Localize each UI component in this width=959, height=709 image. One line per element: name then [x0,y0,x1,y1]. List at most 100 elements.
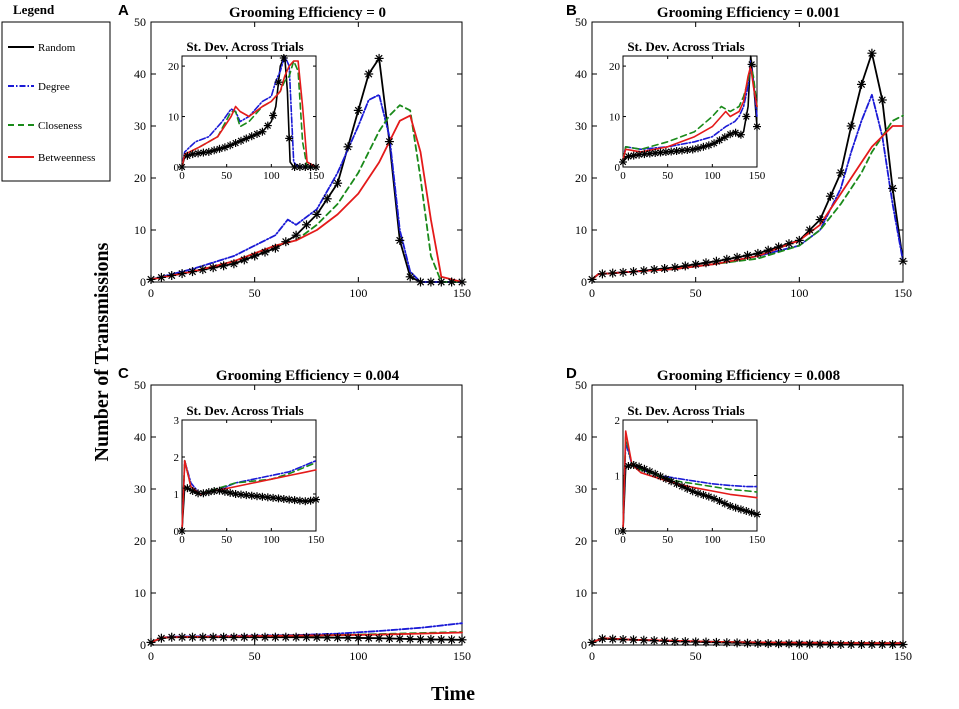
random-marker [436,277,446,287]
panel-c-main-frame [150,384,463,646]
random-marker [694,489,702,498]
panel-c-inset-bg [182,420,316,531]
random-marker [608,634,618,644]
panel-c-inset-series-closeness [181,459,317,532]
panel-a-inset-title: St. Dev. Across Trials [186,39,303,54]
panel-a-inset-xtick-label: 100 [263,170,280,182]
panel-d-inset-title: St. Dev. Across Trials [627,403,744,418]
panel-c-main-xtick-label: 0 [148,649,154,663]
random-marker [302,220,311,230]
random-marker [731,503,740,512]
random-marker [333,633,343,643]
random-marker [715,136,724,145]
random-marker [215,144,224,153]
panel-a-main-series-degree [150,93,463,283]
random-marker [426,277,436,287]
random-marker [188,267,197,277]
random-marker [649,636,659,646]
legend-entry-closeness: Closeness [8,120,82,132]
panel-a-main-series-closeness [150,104,463,283]
random-marker [608,268,618,278]
panel-d-inset-xtick-label: 150 [749,534,766,546]
random-marker [208,263,218,273]
random-marker [747,508,756,517]
random-marker [374,53,384,63]
random-marker [343,633,353,643]
random-marker [322,633,332,643]
panel-b-inset-xtick-label: 0 [620,170,626,182]
random-marker [177,269,187,279]
random-marker [177,632,187,642]
panel-c-inset-ytick-label: 1 [174,489,180,501]
random-marker [167,271,177,280]
legend-entry-random: Random [8,42,76,54]
panel-d-inset-bg [623,420,757,531]
random-marker [825,639,835,649]
random-marker [291,230,301,240]
panel-c-main-ytick-label: 10 [134,586,146,600]
random-marker [836,168,846,178]
random-marker [618,635,628,644]
random-marker [701,258,711,268]
random-marker [302,632,311,642]
random-marker [258,127,267,136]
panel-d-main-ytick-label: 20 [575,534,587,548]
random-marker [269,111,278,120]
panel-b-main-ytick-label: 10 [575,223,587,237]
panel-a-main-ytick-label: 30 [134,119,146,133]
random-marker [436,635,446,644]
random-marker [694,144,702,153]
panel-c-inset-random-markers [178,484,320,535]
random-marker [312,495,320,504]
random-marker [210,146,219,155]
random-marker [178,163,186,171]
panel-c-inset-xtick-label: 150 [308,534,325,546]
random-marker [649,265,659,274]
random-marker [680,637,690,647]
panel-a-inset-ytick-label: 0 [174,162,180,174]
random-marker [199,489,208,498]
random-marker [188,150,197,159]
random-marker [618,267,628,277]
random-marker [220,487,229,496]
panel-b-title: Grooming Efficiency = 0.001 [657,5,840,21]
random-marker [405,634,415,644]
random-marker [888,640,898,649]
panel-d-title: Grooming Efficiency = 0.008 [657,368,840,384]
panel-c-inset-title: St. Dev. Across Trials [186,403,303,418]
panel-b-main-frame [591,21,904,283]
panel-c-inset-ytick-label: 0 [174,526,180,538]
panel-b-main-xtick-label: 150 [894,286,912,300]
legend-label: Random [38,42,76,54]
random-marker [198,632,208,642]
panel-d-main-ytick-label: 40 [575,430,587,444]
random-marker [274,78,283,87]
random-marker [670,262,680,272]
panel-a-main-xtick-label: 50 [249,286,261,300]
random-marker [629,635,638,645]
panel-b-inset-ytick-label: 0 [615,162,621,174]
random-marker [898,640,908,649]
random-marker [753,122,761,131]
panel-d-main-ytick-label: 50 [575,378,587,392]
panel-c-inset-frame [181,419,317,532]
panel-a-letter: A [118,2,129,19]
panel-c-inset-xtick-label: 100 [263,534,280,546]
panel-c-inset-xtick-label: 50 [221,534,233,546]
random-marker [732,252,742,262]
random-marker [846,121,856,131]
panel-a-inset-xtick-label: 150 [308,170,325,182]
random-marker [774,639,784,649]
random-marker [291,632,301,642]
panel-a-main-random-markers [146,53,467,287]
random-marker [178,527,186,535]
panel-b-main-xtick-label: 50 [690,286,702,300]
panel-d-letter: D [566,365,577,382]
panel-c-inset-series-betweenness [181,459,317,532]
legend-label: Degree [38,81,70,93]
random-marker [867,640,877,649]
panel-b-main-ytick-label: 0 [581,275,587,289]
random-marker [250,251,260,261]
random-marker [395,634,405,644]
